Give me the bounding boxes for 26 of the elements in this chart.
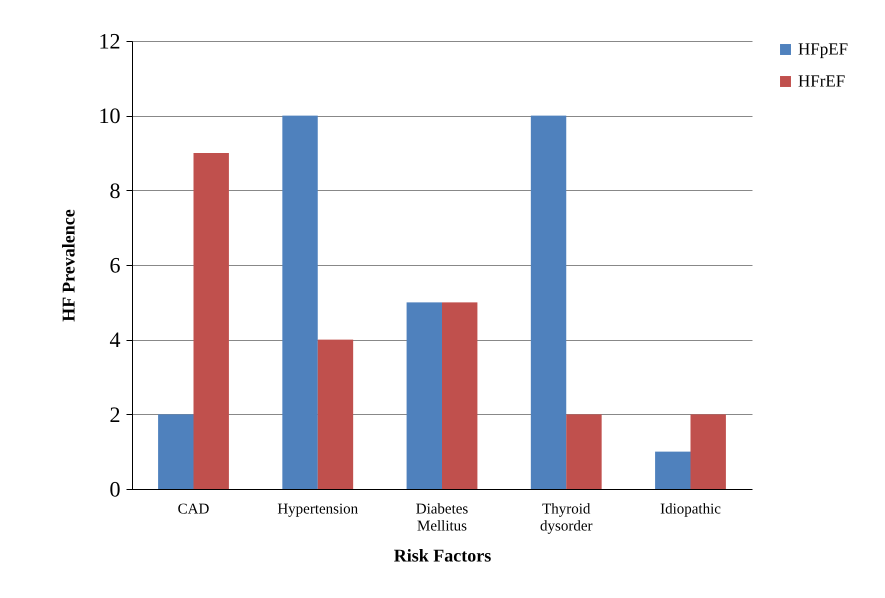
x-tick-label: Thyroid dysorder: [540, 502, 592, 534]
bar: [655, 452, 690, 489]
bar: [158, 414, 194, 489]
bar: [194, 153, 229, 489]
x-tick-label: Idiopathic: [660, 502, 722, 518]
bar: [282, 116, 318, 489]
x-tick-label: Diabetes Mellitus: [416, 502, 468, 534]
y-axis-title: HF Prevalence: [58, 209, 78, 322]
bar: [442, 302, 478, 489]
y-tick-label: 12: [98, 28, 120, 54]
x-tick-label: Hypertension: [277, 502, 359, 518]
y-tick-label: 10: [98, 103, 120, 128]
y-tick-label: 0: [110, 476, 120, 502]
bar: [690, 414, 726, 489]
legend-label: HFpEF: [798, 40, 848, 58]
bar: [530, 116, 566, 489]
y-tick-label: 4: [110, 327, 120, 352]
y-tick-label: 8: [110, 178, 120, 203]
legend-label: HFrEF: [798, 72, 846, 90]
x-tick-label: CAD: [178, 502, 210, 518]
bar: [406, 302, 442, 489]
y-tick-label: 2: [110, 402, 120, 427]
bar: [318, 340, 354, 489]
bar: [566, 414, 602, 489]
x-axis-title: Risk Factors: [394, 546, 492, 566]
y-tick-label: 6: [110, 252, 120, 278]
